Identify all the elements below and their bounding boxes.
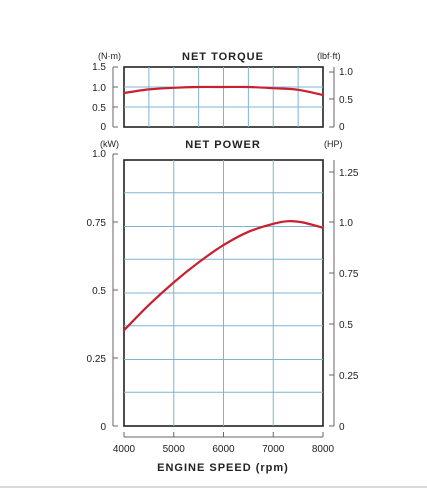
torque-right-tick-label: 0 — [339, 122, 345, 133]
x-tick-label: 7000 — [262, 444, 285, 455]
torque-series-line — [122, 85, 325, 97]
torque-panel: 1.5 1.0 0.5 0 1.0 0.5 0 (N·m) NET TORQUE… — [92, 51, 353, 133]
power-left-tick-label: 0 — [100, 422, 106, 433]
divider — [0, 486, 427, 488]
torque-right-tick-label: 0.5 — [339, 95, 353, 106]
power-right-tick-label: 1.0 — [339, 218, 353, 229]
power-right-tick-label: 0 — [339, 422, 345, 433]
x-tick-label: 4000 — [113, 444, 136, 455]
power-left-ticks — [113, 153, 118, 427]
torque-left-tick-label: 1.0 — [92, 83, 106, 94]
torque-left-tick-label: 0 — [100, 122, 106, 133]
torque-right-ticks — [329, 71, 334, 128]
x-tick-label: 8000 — [312, 444, 335, 455]
power-left-tick-label: 1.0 — [92, 149, 106, 160]
power-right-ticks — [329, 171, 334, 427]
power-left-tick-label: 0.75 — [87, 218, 107, 229]
x-axis-title: ENGINE SPEED (rpm) — [157, 462, 289, 474]
power-right-tick-label: 0.75 — [339, 269, 359, 280]
power-left-tick-label: 0.5 — [92, 286, 106, 297]
torque-left-unit: (N·m) — [98, 51, 121, 61]
power-panel: 1.0 0.75 0.5 0.25 0 1.25 1.0 0.75 0.5 0.… — [87, 139, 359, 474]
power-right-tick-label: 1.25 — [339, 168, 359, 179]
torque-left-ticks — [113, 66, 118, 128]
x-ticks — [123, 432, 324, 437]
power-gridlines — [124, 160, 323, 426]
power-left-unit: (kW) — [100, 139, 119, 149]
power-right-tick-label: 0.25 — [339, 371, 359, 382]
power-title: NET POWER — [185, 139, 261, 151]
x-tick-label: 6000 — [212, 444, 235, 455]
torque-right-unit: (lbf·ft) — [317, 51, 341, 61]
torque-left-tick-label: 0.5 — [92, 103, 106, 114]
torque-left-tick-label: 1.5 — [92, 62, 106, 73]
torque-title: NET TORQUE — [182, 51, 264, 63]
x-tick-label: 5000 — [163, 444, 186, 455]
power-left-tick-label: 0.25 — [87, 354, 107, 365]
torque-gridlines — [124, 67, 323, 127]
power-series-line — [122, 220, 325, 332]
torque-right-tick-label: 1.0 — [339, 67, 353, 78]
power-right-tick-label: 0.5 — [339, 320, 353, 331]
power-right-unit: (HP) — [324, 139, 343, 149]
